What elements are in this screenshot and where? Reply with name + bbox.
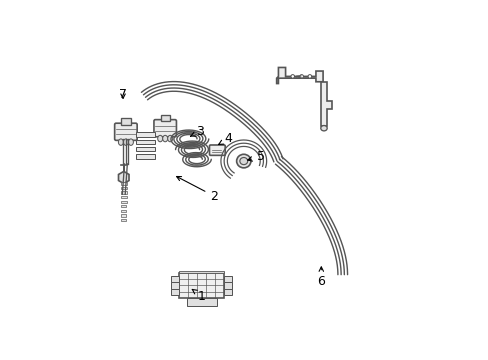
- Text: 3: 3: [190, 125, 203, 138]
- Bar: [121, 214, 126, 217]
- Bar: [135, 132, 155, 137]
- Bar: [121, 187, 126, 189]
- Text: 88: 88: [295, 75, 302, 80]
- Circle shape: [299, 75, 303, 78]
- Bar: [121, 219, 126, 221]
- Bar: [171, 288, 179, 295]
- Bar: [186, 298, 216, 306]
- Bar: [121, 118, 130, 125]
- Polygon shape: [321, 82, 331, 126]
- Bar: [135, 140, 155, 144]
- Bar: [121, 192, 126, 194]
- Circle shape: [290, 75, 294, 78]
- Ellipse shape: [128, 139, 133, 145]
- Ellipse shape: [320, 126, 326, 131]
- Bar: [121, 210, 126, 212]
- Bar: [224, 276, 231, 282]
- Ellipse shape: [240, 157, 247, 165]
- Text: 1: 1: [192, 289, 205, 303]
- Text: 7: 7: [119, 88, 127, 101]
- Bar: [224, 282, 231, 289]
- Ellipse shape: [236, 154, 250, 168]
- Bar: [179, 271, 224, 273]
- Bar: [160, 114, 169, 121]
- Bar: [121, 205, 126, 207]
- Ellipse shape: [123, 139, 128, 145]
- Bar: [135, 154, 155, 158]
- Bar: [135, 147, 155, 152]
- Circle shape: [307, 75, 311, 78]
- Ellipse shape: [163, 135, 167, 142]
- Bar: [171, 276, 179, 282]
- Ellipse shape: [167, 135, 172, 142]
- Bar: [171, 282, 179, 289]
- Text: 5: 5: [247, 150, 264, 163]
- Bar: [121, 183, 126, 185]
- Bar: [121, 196, 126, 198]
- Bar: [224, 288, 231, 295]
- Polygon shape: [276, 67, 323, 84]
- FancyBboxPatch shape: [154, 120, 176, 137]
- Bar: [179, 273, 224, 298]
- Text: 2: 2: [176, 176, 218, 203]
- Ellipse shape: [157, 135, 163, 142]
- Text: 4: 4: [218, 132, 232, 145]
- FancyBboxPatch shape: [209, 145, 225, 156]
- Ellipse shape: [118, 139, 123, 145]
- FancyBboxPatch shape: [114, 123, 137, 140]
- Bar: [121, 201, 126, 203]
- Text: 6: 6: [317, 267, 325, 288]
